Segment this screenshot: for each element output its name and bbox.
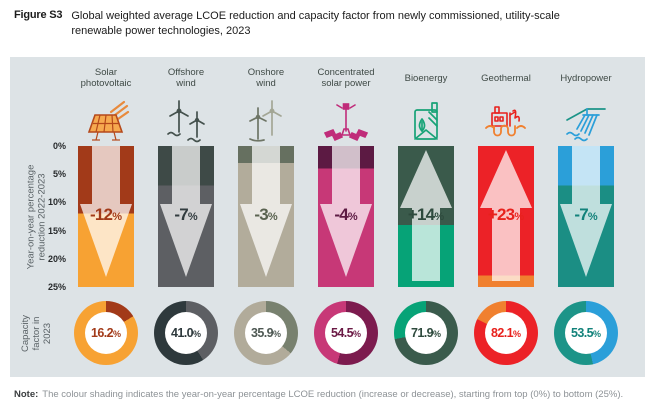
geothermal-plant-icon	[484, 93, 528, 143]
down-arrow-icon	[80, 146, 132, 277]
note-label: Note:	[14, 389, 39, 400]
tick-5: 5%	[52, 169, 66, 180]
tech-column-onshore-wind: Onshore wind -3% 35.9%	[234, 57, 298, 377]
column-header: Offshore wind	[167, 67, 205, 89]
capacity-factor-donut: 41.0%	[154, 301, 218, 365]
capacity-factor-donut: 71.9%	[394, 301, 458, 365]
donut-hole: 41.0%	[165, 312, 207, 354]
down-arrow-icon	[560, 146, 612, 277]
lcoe-change-bar: -3%	[238, 146, 294, 287]
capacity-factor-value: 53.5%	[571, 326, 601, 340]
capacity-factor-value: 82.1%	[491, 326, 521, 340]
lcoe-change-value: +23%	[487, 205, 525, 225]
tech-column-bioenergy: Bioenergy +14% 71.9%	[394, 57, 458, 377]
column-header: Onshore wind	[247, 67, 285, 89]
tick-20: 20%	[47, 253, 66, 264]
solar-panel-icon	[83, 93, 130, 143]
donut-hole: 71.9%	[405, 312, 447, 354]
onshore-wind-icon	[244, 93, 288, 143]
lcoe-change-value: -4%	[334, 205, 358, 225]
figure-title-line2: renewable power technologies, 2023	[71, 25, 251, 37]
capacity-factor-donut: 54.5%	[314, 301, 378, 365]
hydropower-dam-icon	[563, 93, 609, 143]
lcoe-change-value: +14%	[407, 205, 445, 225]
capacity-axis-label-line2: factor in	[30, 316, 42, 350]
capacity-factor-value: 41.0%	[171, 326, 201, 340]
lcoe-change-bar: +14%	[398, 146, 454, 287]
donut-hole: 35.9%	[245, 312, 287, 354]
chart-panel: Year-on-year percentage reduction 2022-2…	[10, 57, 645, 377]
capacity-axis-label-line1: Capacity	[19, 314, 31, 352]
capacity-factor-donut: 82.1%	[474, 301, 538, 365]
up-arrow-icon	[480, 150, 532, 281]
capacity-factor-value: 16.2%	[91, 326, 121, 340]
figure-title-row: Figure S3 Global weighted average LCOE r…	[14, 9, 560, 39]
lcoe-axis-ticks: 0% 5% 10% 15% 20% 25%	[10, 141, 72, 292]
lcoe-change-bar: -12%	[78, 146, 134, 287]
figure-note: Note: The colour shading indicates the y…	[14, 388, 642, 401]
tech-column-solar-photovoltaic: Solar photovoltaic -12%	[74, 57, 138, 377]
lcoe-change-bar: -4%	[318, 146, 374, 287]
capacity-factor-donut: 53.5%	[554, 301, 618, 365]
lcoe-change-value: -12%	[90, 205, 122, 225]
capacity-factor-donut: 35.9%	[234, 301, 298, 365]
lcoe-change-bar: -7%	[558, 146, 614, 287]
tech-column-geothermal: Geothermal	[474, 57, 538, 377]
bioenergy-plant-icon	[405, 93, 447, 143]
tick-10: 10%	[47, 197, 66, 208]
capacity-factor-value: 35.9%	[251, 326, 281, 340]
down-arrow-icon	[160, 146, 212, 277]
lcoe-change-value: -3%	[254, 205, 278, 225]
figure-title-line1: Global weighted average LCOE reduction a…	[71, 10, 560, 22]
down-arrow-icon	[240, 146, 292, 277]
column-header: Solar photovoltaic	[80, 67, 132, 89]
capacity-factor-value: 54.5%	[331, 326, 361, 340]
lcoe-change-value: -7%	[574, 205, 598, 225]
capacity-factor-value: 71.9%	[411, 326, 441, 340]
capacity-axis-label-line3: 2023	[41, 322, 53, 344]
lcoe-change-bar: +23%	[478, 146, 534, 287]
column-header: Geothermal	[481, 72, 531, 84]
technology-columns: Solar photovoltaic -12%	[74, 57, 618, 377]
tech-column-offshore-wind: Offshore wind -7% 41.0%	[154, 57, 218, 377]
donut-hole: 53.5%	[565, 312, 607, 354]
figure-title: Global weighted average LCOE reduction a…	[71, 9, 560, 39]
column-header: Bioenergy	[404, 72, 448, 84]
tick-25: 25%	[47, 282, 66, 292]
tick-15: 15%	[47, 225, 66, 236]
tick-0: 0%	[52, 141, 66, 151]
donut-hole: 54.5%	[325, 312, 367, 354]
offshore-wind-icon	[164, 93, 208, 143]
lcoe-change-bar: -7%	[158, 146, 214, 287]
donut-hole: 82.1%	[485, 312, 527, 354]
tech-column-concentrated-solar-power: Concentrated solar power -4%	[314, 57, 378, 377]
column-header: Concentrated solar power	[317, 67, 375, 89]
capacity-factor-donut: 16.2%	[74, 301, 138, 365]
column-header: Hydropower	[560, 72, 612, 84]
lcoe-change-value: -7%	[174, 205, 198, 225]
figure-tag: Figure S3	[14, 9, 63, 21]
capacity-axis-label: Capacity factor in 2023	[12, 301, 60, 365]
csp-tower-icon	[323, 93, 369, 143]
down-arrow-icon	[320, 146, 372, 277]
tech-column-hydropower: Hydropower -7% 53.5%	[554, 57, 618, 377]
up-arrow-icon	[400, 150, 452, 281]
donut-hole: 16.2%	[85, 312, 127, 354]
note-text: The colour shading indicates the year-on…	[42, 389, 624, 400]
